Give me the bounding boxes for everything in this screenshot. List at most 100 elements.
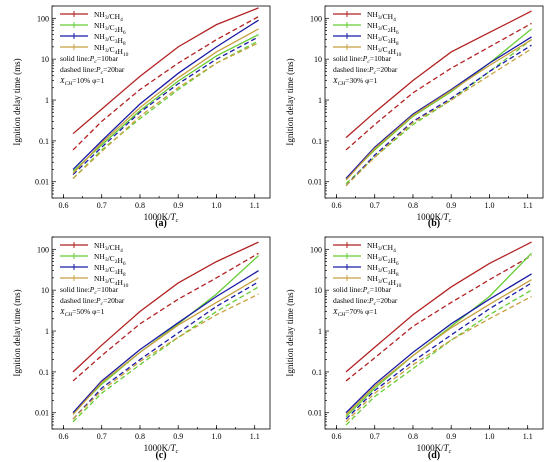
series-line-6 [345,282,532,420]
chart-panel-2: 0.6 0.7 0.8 0.9 1.0 1.1 0.01 0.1 1 10 100 1000K/Tc I… [285,5,544,229]
y-tick-label: 100 [310,14,322,23]
series-line-7 [72,277,259,416]
x-tick-label: 1.0 [484,201,494,210]
panel-label: (b) [428,218,440,229]
panel-label: (c) [155,450,166,461]
legend-label: NH3/C2H6 [94,21,126,36]
x-tick-label: 1.1 [523,432,533,441]
series-line-2 [72,16,259,151]
x-tick-label: 1.1 [250,432,260,441]
series-line-1 [345,10,532,139]
note-line-2: dashed line:Pc=20bar [333,296,398,307]
series-line-4 [345,289,532,426]
x-tick-label: 1.0 [484,432,494,441]
series-line-8 [72,293,259,420]
y-tick-label: 100 [310,245,322,254]
note-line-2: dashed line:Pc=20bar [333,65,398,76]
series-line-6 [345,44,532,187]
legend-label: NH3/C4H10 [94,274,129,289]
legend-label: NH3/C2H6 [367,252,399,267]
series-line-5 [345,273,532,414]
series-line-5 [72,19,259,170]
x-tick-label: 0.7 [97,201,107,210]
y-tick-label: 0.01 [308,178,322,187]
series-line-7 [345,279,532,416]
y-axis-title: Ignition delay time (ms) [12,58,22,145]
x-tick-label: 0.6 [58,432,68,441]
y-tick-label: 10 [314,55,322,64]
y-tick-label: 0.01 [308,409,322,418]
note-line-1: solid line:Pc=10bar [333,285,392,296]
legend-label: NH3/C4H10 [367,43,402,58]
legend-label: NH3/C4H10 [94,43,129,58]
legend-label: NH3/C4H10 [367,274,402,289]
panel-label: (a) [155,218,167,229]
y-tick-label: 1 [45,96,49,105]
series-line-7 [72,28,259,174]
legend-label: NH3/C3H8 [367,32,399,47]
series-line-1 [72,241,259,373]
legend-label: NH3/C3H8 [94,263,126,278]
series-line-4 [72,286,259,423]
legend-label: NH3/CH4 [94,241,123,254]
x-tick-label: 0.7 [97,432,107,441]
series-line-8 [72,42,259,179]
x-tick-label: 0.9 [173,432,183,441]
x-tick-label: 0.6 [331,432,341,441]
y-tick-label: 1 [318,96,322,105]
chart-panel-4: 0.6 0.7 0.8 0.9 1.0 1.1 0.01 0.1 1 10 100 1000K/Tc I… [285,236,544,461]
series-line-5 [72,270,259,414]
x-tick-label: 0.8 [408,201,418,210]
x-tick-label: 1.0 [211,201,221,210]
note-line-1: solid line:Pc=10bar [333,54,392,65]
legend-label: NH3/CH4 [367,10,396,23]
note-line-2: dashed line:Pc=20bar [60,65,125,76]
series-line-5 [345,36,532,179]
x-axis-title: 1000K/Tc [144,443,179,455]
y-tick-label: 1 [318,327,322,336]
note-line-1: solid line:Pc=10bar [60,54,119,65]
y-axis-title: Ignition delay time (ms) [285,58,295,145]
series-line-2 [72,252,259,382]
legend-label: NH3/C2H6 [367,21,399,36]
x-tick-label: 0.9 [446,432,456,441]
x-tick-label: 0.8 [135,201,145,210]
x-tick-label: 1.1 [250,201,260,210]
note-line-3: XCH=10% φ=1 [59,76,105,87]
y-tick-label: 0.01 [35,409,49,418]
y-tick-label: 0.01 [35,178,49,187]
y-axis-title: Ignition delay time (ms) [12,289,22,376]
x-tick-label: 0.8 [408,432,418,441]
x-tick-label: 0.6 [331,201,341,210]
y-tick-label: 100 [37,245,49,254]
x-tick-label: 0.7 [370,432,380,441]
x-tick-label: 1.1 [523,201,533,210]
legend-label: NH3/CH4 [367,241,396,254]
y-tick-label: 0.1 [312,137,322,146]
legend-label: NH3/CH4 [94,10,123,23]
y-tick-label: 100 [37,14,49,23]
legend-label: NH3/C2H6 [94,252,126,267]
y-tick-label: 10 [41,286,49,295]
x-tick-label: 0.9 [446,201,456,210]
series-line-3 [72,33,259,172]
y-axis-title: Ignition delay time (ms) [285,289,295,376]
note-line-3: XCH=30% φ=1 [332,76,378,87]
note-line-3: XCH=70% φ=1 [332,307,378,318]
legend-label: NH3/C3H8 [94,32,126,47]
series-line-1 [345,241,532,373]
note-line-3: XCH=50% φ=1 [59,307,105,318]
chart-panel-3: 0.6 0.7 0.8 0.9 1.0 1.1 0.01 0.1 1 10 100 1000K/Tc I… [12,236,271,461]
series-line-8 [345,48,532,187]
note-line-2: dashed line:Pc=20bar [60,296,125,307]
x-axis-title: 1000K/Tc [417,212,452,224]
y-tick-label: 10 [314,286,322,295]
x-axis-title: 1000K/Tc [417,443,452,455]
x-tick-label: 0.7 [370,201,380,210]
note-line-1: solid line:Pc=10bar [60,285,119,296]
series-line-6 [72,36,259,176]
y-tick-label: 0.1 [312,368,322,377]
series-line-1 [72,7,259,135]
x-tick-label: 1.0 [211,432,221,441]
